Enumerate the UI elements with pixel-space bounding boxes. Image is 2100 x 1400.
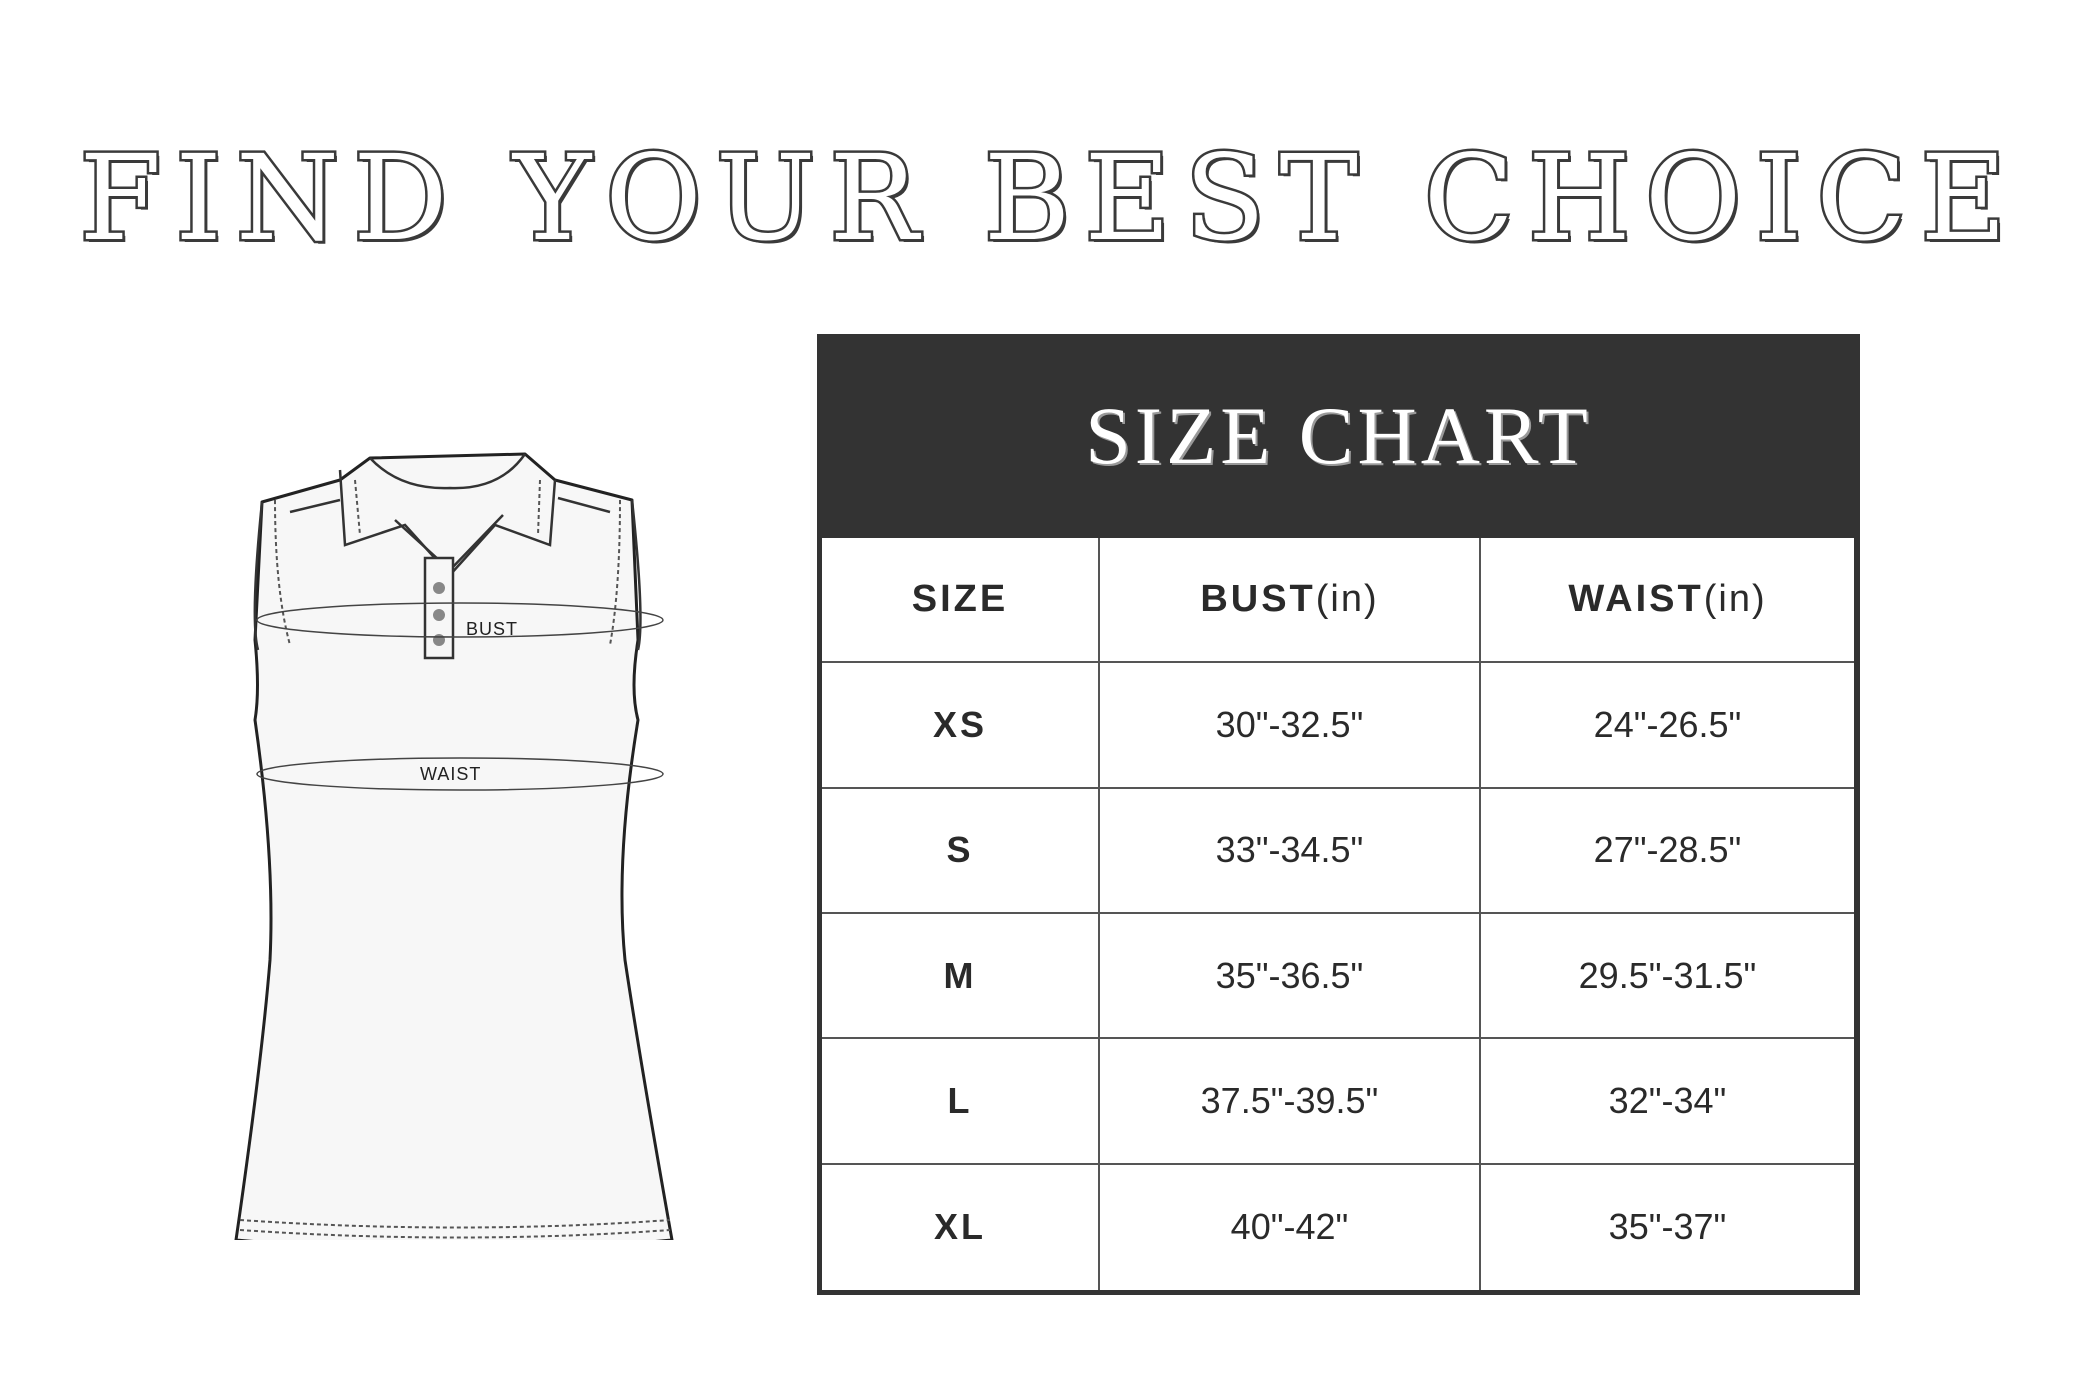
size-chart-header: SIZE CHART [817, 334, 1860, 538]
size-chart-grid: SIZE BUST (in) WAIST (in) XS 30"-32.5" 24"-2… [822, 538, 1854, 1290]
table-cell-bust: 33"-34.5" [1100, 788, 1481, 914]
waist-label: WAIST [420, 764, 481, 784]
table-cell-bust: 37.5"-39.5" [1100, 1039, 1481, 1165]
table-cell-waist: 24"-26.5" [1481, 663, 1854, 789]
header-label: BUST [1200, 578, 1316, 621]
size-chart-table: SIZE CHART SIZE BUST (in) WAIST (in) XS 30"… [817, 334, 1860, 1295]
column-header-bust: BUST (in) [1100, 538, 1481, 664]
table-cell-bust: 40"-42" [1100, 1164, 1481, 1290]
table-cell-bust: 35"-36.5" [1100, 914, 1481, 1040]
sleeveless-polo-diagram: BUST WAIST [234, 452, 674, 1240]
table-cell-bust: 30"-32.5" [1100, 663, 1481, 789]
table-cell-size: M [822, 914, 1100, 1040]
header-unit: (in) [1315, 578, 1379, 621]
table-cell-size: S [822, 788, 1100, 914]
table-cell-waist: 27"-28.5" [1481, 789, 1854, 914]
column-header-size: SIZE [822, 538, 1100, 664]
size-chart-title: SIZE CHART [1085, 390, 1592, 481]
table-cell-size: L [822, 1039, 1100, 1165]
table-cell-waist: 29.5"-31.5" [1481, 914, 1854, 1040]
header-label: SIZE [911, 578, 1009, 621]
bust-label: BUST [466, 619, 518, 639]
page-title: FIND YOUR BEST CHOICE [77, 127, 2021, 270]
table-cell-waist: 35"-37" [1608, 1206, 1727, 1248]
table-cell-size: XS [822, 663, 1100, 789]
header-label: WAIST [1568, 578, 1704, 621]
table-cell-waist: 32"-34" [1481, 1039, 1854, 1165]
column-header-waist: WAIST (in) [1481, 538, 1854, 664]
table-cell-size: XL [822, 1164, 1100, 1290]
header-unit: (in) [1703, 578, 1767, 621]
